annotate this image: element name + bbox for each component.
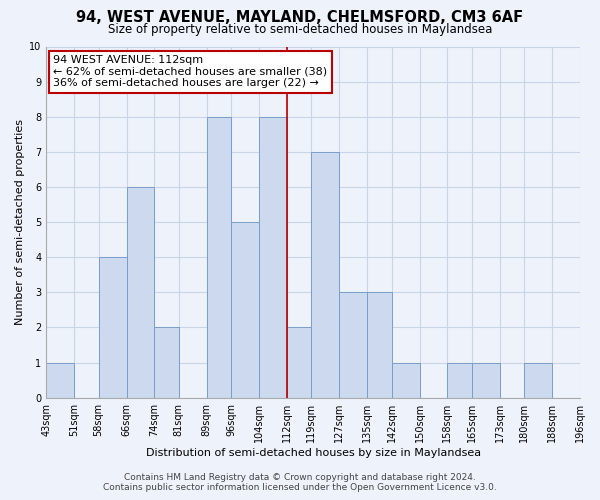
Bar [340, 292, 367, 398]
Bar [46, 362, 74, 398]
Bar [524, 362, 552, 398]
Bar [259, 116, 287, 398]
Bar [207, 116, 231, 398]
Bar [448, 362, 472, 398]
Bar [392, 362, 419, 398]
Bar [127, 187, 154, 398]
Bar [311, 152, 340, 398]
Bar [287, 328, 311, 398]
Bar [472, 362, 500, 398]
Y-axis label: Number of semi-detached properties: Number of semi-detached properties [15, 119, 25, 325]
Text: Contains HM Land Registry data © Crown copyright and database right 2024.
Contai: Contains HM Land Registry data © Crown c… [103, 473, 497, 492]
Bar [367, 292, 392, 398]
X-axis label: Distribution of semi-detached houses by size in Maylandsea: Distribution of semi-detached houses by … [146, 448, 481, 458]
Bar [231, 222, 259, 398]
Text: 94 WEST AVENUE: 112sqm
← 62% of semi-detached houses are smaller (38)
36% of sem: 94 WEST AVENUE: 112sqm ← 62% of semi-det… [53, 56, 328, 88]
Text: Size of property relative to semi-detached houses in Maylandsea: Size of property relative to semi-detach… [108, 22, 492, 36]
Text: 94, WEST AVENUE, MAYLAND, CHELMSFORD, CM3 6AF: 94, WEST AVENUE, MAYLAND, CHELMSFORD, CM… [76, 10, 524, 25]
Bar [98, 257, 127, 398]
Bar [154, 328, 179, 398]
